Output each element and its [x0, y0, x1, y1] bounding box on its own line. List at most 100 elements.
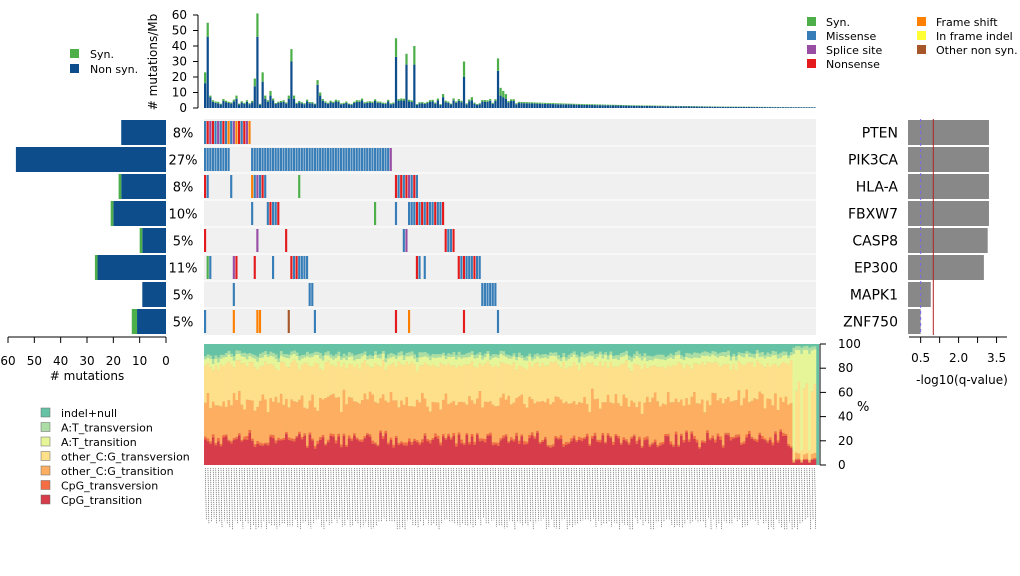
sample-name-label [246, 467, 249, 524]
legend-nonsense-swatch [807, 59, 816, 68]
spectrum-segment [478, 438, 482, 442]
mutation-cell [447, 229, 450, 252]
spectrum-segment [619, 363, 623, 407]
spectrum-segment [588, 411, 592, 444]
spectrum-segment [232, 367, 236, 394]
spectrum-segment [476, 432, 479, 435]
tmb-bar-syn [648, 105, 651, 106]
mutation-cell [491, 283, 494, 306]
tmb-bar-syn [593, 104, 596, 106]
spectrum-segment [462, 442, 466, 446]
tmb-bar-nonsyn [240, 102, 243, 108]
tmb-bar-syn [243, 102, 246, 104]
legend-splice-label: Splice site [826, 44, 882, 57]
spectrum-segment [617, 366, 621, 404]
spectrum-segment [483, 439, 487, 443]
spectrum-segment [230, 405, 234, 441]
spectrum-segment [204, 436, 207, 440]
spectrum-segment [517, 443, 521, 465]
spectrum-segment [408, 352, 411, 357]
mutation-cell [232, 256, 235, 279]
spectrum-segment [761, 352, 764, 357]
tmb-bar-nonsyn [306, 101, 309, 108]
spectrum-segment [269, 437, 273, 465]
spectrum-segment [714, 361, 717, 394]
spectrum-segment [269, 434, 273, 438]
spectrum-segment [664, 436, 668, 465]
spectrum-segment [235, 436, 239, 440]
spectrum-segment [258, 366, 262, 401]
spectrum-segment [353, 366, 356, 402]
gene-percent-label: 5% [173, 235, 194, 250]
sample-name-label [341, 467, 343, 527]
spectrum-segment [690, 396, 694, 432]
mutation-cell [486, 283, 489, 306]
spectrum-segment [538, 401, 542, 442]
spectrum-segment [316, 410, 320, 441]
legend-syn-label: Syn. [90, 48, 114, 61]
spectrum-segment [455, 405, 458, 444]
spectrum-segment [214, 365, 218, 406]
spectrum-segment [588, 443, 592, 446]
spectrum-segment [554, 396, 558, 436]
spectrum-segment [515, 369, 519, 399]
tmb-bar-syn [360, 98, 364, 101]
spectrum-segment [457, 432, 461, 435]
sample-name-label [265, 467, 267, 530]
spectrum-segment [272, 434, 275, 439]
spectrum-segment [557, 437, 560, 440]
tmb-bar-syn [426, 101, 429, 104]
sample-name-label [338, 467, 340, 519]
sample-name-label [746, 467, 748, 526]
mutation-cell [371, 148, 374, 171]
sample-name-label [639, 467, 641, 520]
spectrum-segment [423, 352, 427, 357]
spectrum-segment [533, 358, 537, 364]
spectrum-segment [617, 438, 621, 465]
spectrum-segment [544, 436, 547, 440]
spectrum-segment [274, 359, 278, 369]
spectrum-segment [766, 440, 770, 443]
sample-name-label [749, 467, 751, 521]
spectrum-segment [248, 432, 252, 465]
spectrum-segment [656, 354, 660, 359]
spectrum-segment [507, 395, 511, 442]
spectrum-segment [295, 402, 299, 436]
spectrum-segment [567, 354, 571, 359]
sample-name-label [683, 467, 686, 525]
sample-name-label [508, 467, 510, 521]
spectrum-segment [292, 359, 296, 402]
mutation-cell [292, 148, 296, 171]
spectrum-segment [431, 353, 435, 358]
mutation-cell [206, 256, 209, 279]
tmb-bar-nonsyn [795, 107, 798, 108]
mutation-cell [248, 121, 251, 144]
spectrum-segment [298, 356, 302, 361]
spectrum-segment [230, 356, 234, 364]
tmb-bar-syn [434, 102, 437, 104]
spectrum-segment [442, 355, 445, 365]
tmb-bar-nonsyn [604, 105, 607, 108]
spectrum-segment [444, 438, 448, 440]
qvalue-bar [908, 120, 989, 145]
spectrum-segment [447, 356, 451, 364]
spectrum-segment [659, 442, 662, 446]
spectrum-segment [583, 397, 587, 438]
tmb-bar-syn [536, 102, 539, 104]
spectrum-segment [632, 436, 636, 465]
oncoplot-panel: 8%27%8%10%5%11%5%5% PTENPIK3CAHLA-AFBXW7… [169, 119, 898, 335]
spectrum-segment [515, 398, 519, 433]
spectrum-segment [572, 438, 576, 465]
tmb-bar-nonsyn [494, 101, 497, 108]
spectrum-segment [648, 359, 652, 367]
mutation-cell [266, 202, 269, 225]
spectrum-segment [298, 369, 302, 400]
tmb-bar-nonsyn [329, 102, 332, 108]
tmb-bar-nonsyn [656, 106, 659, 108]
tmb-bar-nonsyn [363, 103, 366, 108]
sample-name-label [780, 467, 782, 529]
spectrum-segment [345, 444, 349, 447]
spectrum-segment [324, 355, 328, 363]
spectrum-segment [379, 366, 383, 399]
